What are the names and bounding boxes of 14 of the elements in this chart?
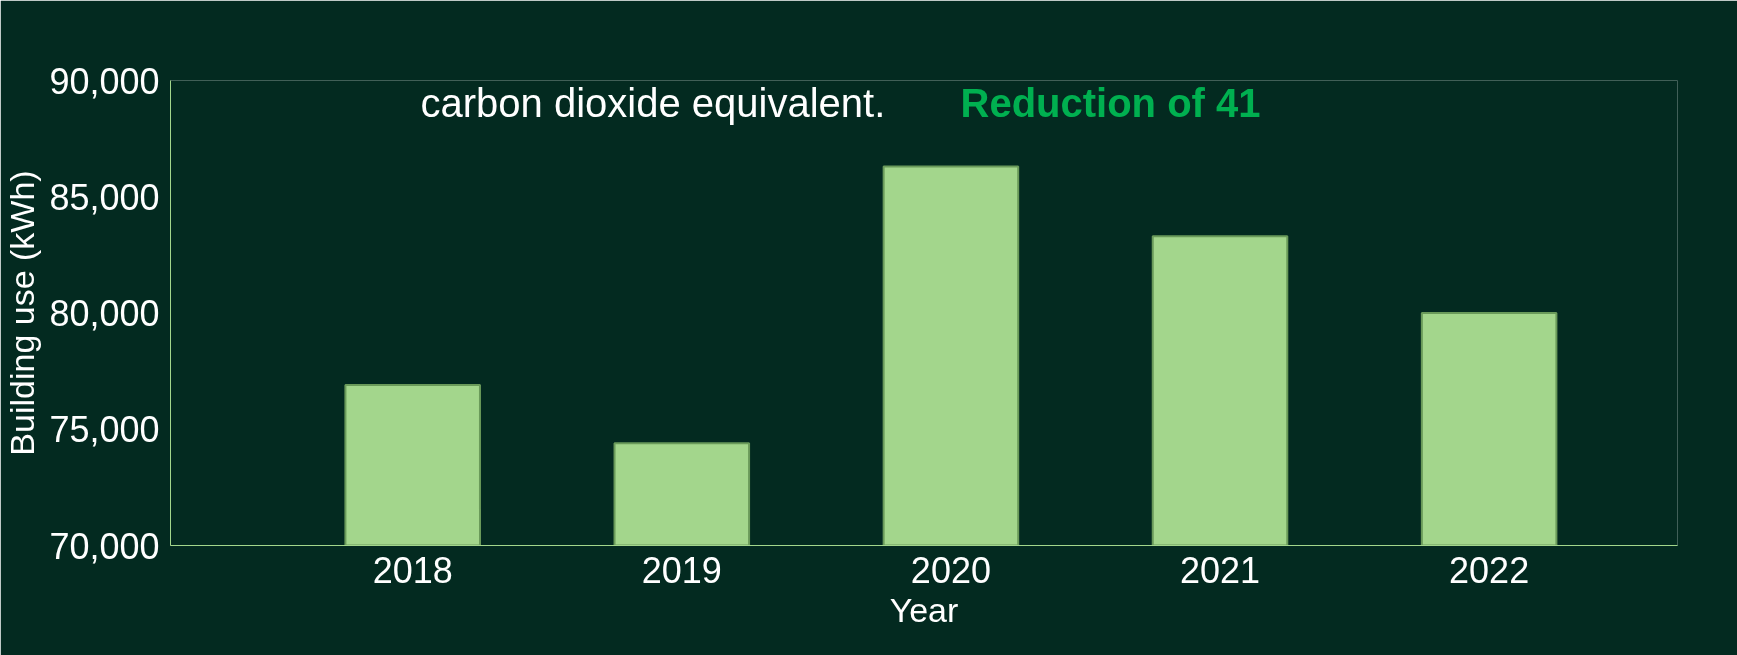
x-tick-label: 2022 [1449, 549, 1530, 591]
x-tick-label: 2020 [910, 549, 991, 591]
x-tick-label: 2018 [372, 549, 453, 591]
y-tick-label: 70,000 [49, 525, 160, 567]
y-tick-label: 75,000 [49, 409, 160, 451]
y-tick-label: 90,000 [49, 60, 160, 102]
y-tick-label: 85,000 [49, 176, 160, 218]
annotation: Reduction of 41 [960, 80, 1261, 125]
y-axis-title: Building use (kWh) [3, 170, 42, 456]
x-tick-label: 2021 [1179, 549, 1261, 591]
annotation: carbon dioxide equivalent. [420, 80, 886, 125]
x-axis-title: Year [889, 590, 959, 629]
x-tick-label: 2019 [641, 549, 722, 591]
y-tick-label: 80,000 [49, 293, 160, 334]
